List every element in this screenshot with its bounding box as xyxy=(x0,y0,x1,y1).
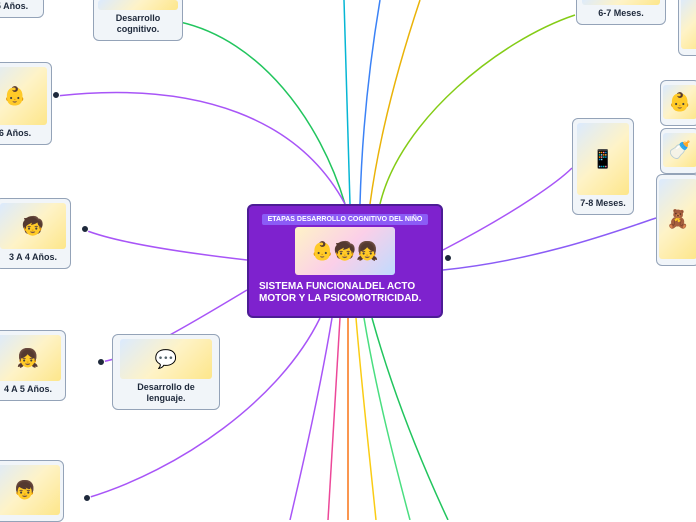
node-label: 4 A 5 Años. xyxy=(1,383,55,396)
node-image: 🧸 xyxy=(659,179,696,259)
node-ncog[interactable]: Desarrollo cognitivo. xyxy=(93,0,183,41)
node-nr2[interactable]: 🍼 xyxy=(660,128,696,174)
node-image: 👶 xyxy=(663,85,696,119)
node-image: 👧 xyxy=(0,335,61,381)
connector-dot xyxy=(81,225,89,233)
connector-dot xyxy=(52,91,60,99)
node-image: 💬 xyxy=(120,339,212,379)
node-n78[interactable]: 📱 7-8 Meses. xyxy=(572,118,634,215)
node-image: 👦 xyxy=(0,465,60,515)
node-label: 7-8 Meses. xyxy=(577,197,629,210)
central-titlebar: ETAPAS DESARROLLO COGNITIVO DEL NIÑO xyxy=(262,214,429,225)
connector-dot xyxy=(444,254,452,262)
node-n5anos[interactable]: 5 Años. xyxy=(0,0,44,18)
node-image xyxy=(681,0,696,49)
node-label: Desarrollo de lenguaje. xyxy=(117,381,215,405)
node-n67[interactable]: 6-7 Meses. xyxy=(576,0,666,25)
node-label: 5 Años. xyxy=(0,0,31,13)
mindmap-canvas[interactable]: ETAPAS DESARROLLO COGNITIVO DEL NIÑO 👶🧒👧… xyxy=(0,0,696,520)
node-image: 🍼 xyxy=(663,133,696,167)
node-n3a4[interactable]: 🧒 3 A 4 Años. xyxy=(0,198,71,269)
central-image: 👶🧒👧 xyxy=(295,227,395,275)
connector-dot xyxy=(83,494,91,502)
central-label: SISTEMA FUNCIONALDEL ACTO MOTOR Y LA PSI… xyxy=(257,277,433,305)
node-label: 3 A 4 Años. xyxy=(6,251,60,264)
node-nbot[interactable]: 👦 xyxy=(0,460,64,522)
node-ntopr[interactable] xyxy=(678,0,696,56)
node-n4a5[interactable]: 👧 4 A 5 Años. xyxy=(0,330,66,401)
node-label: 6 Años. xyxy=(0,127,34,140)
node-image: 📱 xyxy=(577,123,629,195)
node-nleng[interactable]: 💬Desarrollo de lenguaje. xyxy=(112,334,220,410)
node-image xyxy=(98,0,178,10)
node-n6anos[interactable]: 👶 6 Años. xyxy=(0,62,52,145)
central-node[interactable]: ETAPAS DESARROLLO COGNITIVO DEL NIÑO 👶🧒👧… xyxy=(247,204,443,318)
connector-dot xyxy=(97,358,105,366)
node-label: 6-7 Meses. xyxy=(595,7,647,20)
node-image: 🧒 xyxy=(0,203,66,249)
node-image: 👶 xyxy=(0,67,47,125)
node-nr3[interactable]: 🧸 xyxy=(656,174,696,266)
node-image xyxy=(582,0,660,5)
node-label: Desarrollo cognitivo. xyxy=(98,12,178,36)
node-nr1[interactable]: 👶 xyxy=(660,80,696,126)
